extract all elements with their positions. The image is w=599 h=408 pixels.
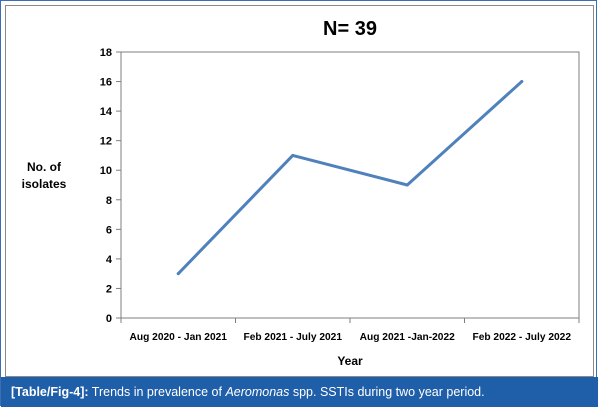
series-line — [176, 80, 524, 276]
y-tick-label: 16 — [100, 77, 112, 89]
figure-caption: [Table/Fig-4]: Trends in prevalence of A… — [1, 377, 598, 407]
y-tick-label: 18 — [100, 47, 112, 59]
x-tick-label: Feb 2022 - July 2022 — [472, 332, 571, 343]
y-tick-label: 2 — [106, 283, 112, 295]
caption-italic: Aeromonas — [225, 385, 290, 399]
x-axis-label: Year — [337, 354, 363, 368]
x-tick-label: Feb 2021 - July 2021 — [243, 332, 342, 343]
y-tick-label: 8 — [106, 195, 112, 207]
data-point — [520, 80, 524, 84]
data-point — [405, 183, 409, 187]
x-tick-label: Aug 2020 - Jan 2021 — [130, 332, 228, 343]
y-axis-label-line: isolates — [22, 177, 67, 191]
chart-title: N= 39 — [323, 18, 377, 40]
y-tick-label: 6 — [106, 224, 112, 236]
y-tick-label: 10 — [100, 165, 112, 177]
data-point — [291, 153, 295, 157]
y-axis-label: No. of isolates — [22, 160, 67, 191]
y-tick-label: 14 — [100, 106, 113, 118]
line-chart: N= 39 0 2 4 6 8 10 12 14 16 18 Aug 2020 - Jan 2021 F… — [22, 18, 580, 368]
y-tick-label: 0 — [106, 313, 112, 325]
caption-text-before: Trends in prevalence of — [88, 385, 226, 399]
chart-area: N= 39 0 2 4 6 8 10 12 14 16 18 Aug 2020 - Jan 2021 F… — [5, 5, 594, 377]
y-axis-label-line: No. of — [27, 160, 62, 174]
caption-text-after: spp. SSTIs during two year period. — [289, 385, 485, 399]
x-tick-label: Aug 2021 -Jan-2022 — [360, 332, 455, 343]
y-tick-label: 12 — [100, 136, 112, 148]
y-tick-label: 4 — [106, 254, 113, 266]
caption-label: [Table/Fig-4]: — [11, 385, 89, 399]
data-point — [176, 272, 180, 276]
